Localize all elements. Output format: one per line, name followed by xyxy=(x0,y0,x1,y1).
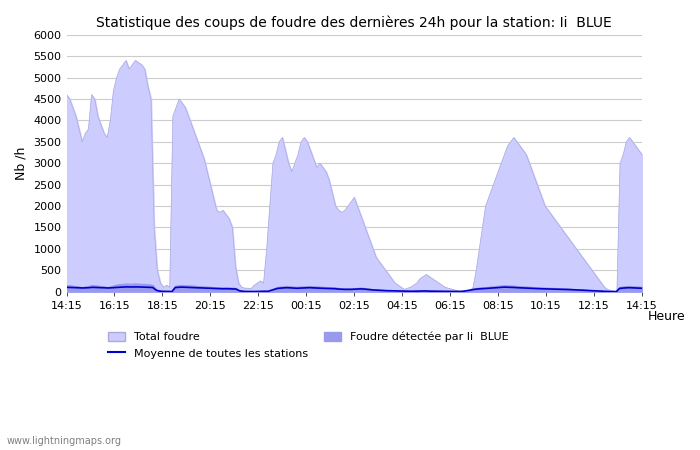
Text: Heure: Heure xyxy=(648,310,685,323)
Text: www.lightningmaps.org: www.lightningmaps.org xyxy=(7,436,122,446)
Y-axis label: Nb /h: Nb /h xyxy=(15,147,28,180)
Title: Statistique des coups de foudre des dernières 24h pour la station: Ii  BLUE: Statistique des coups de foudre des dern… xyxy=(97,15,612,30)
Legend: Total foudre, Moyenne de toutes les stations, Foudre détectée par Ii  BLUE: Total foudre, Moyenne de toutes les stat… xyxy=(104,327,513,363)
